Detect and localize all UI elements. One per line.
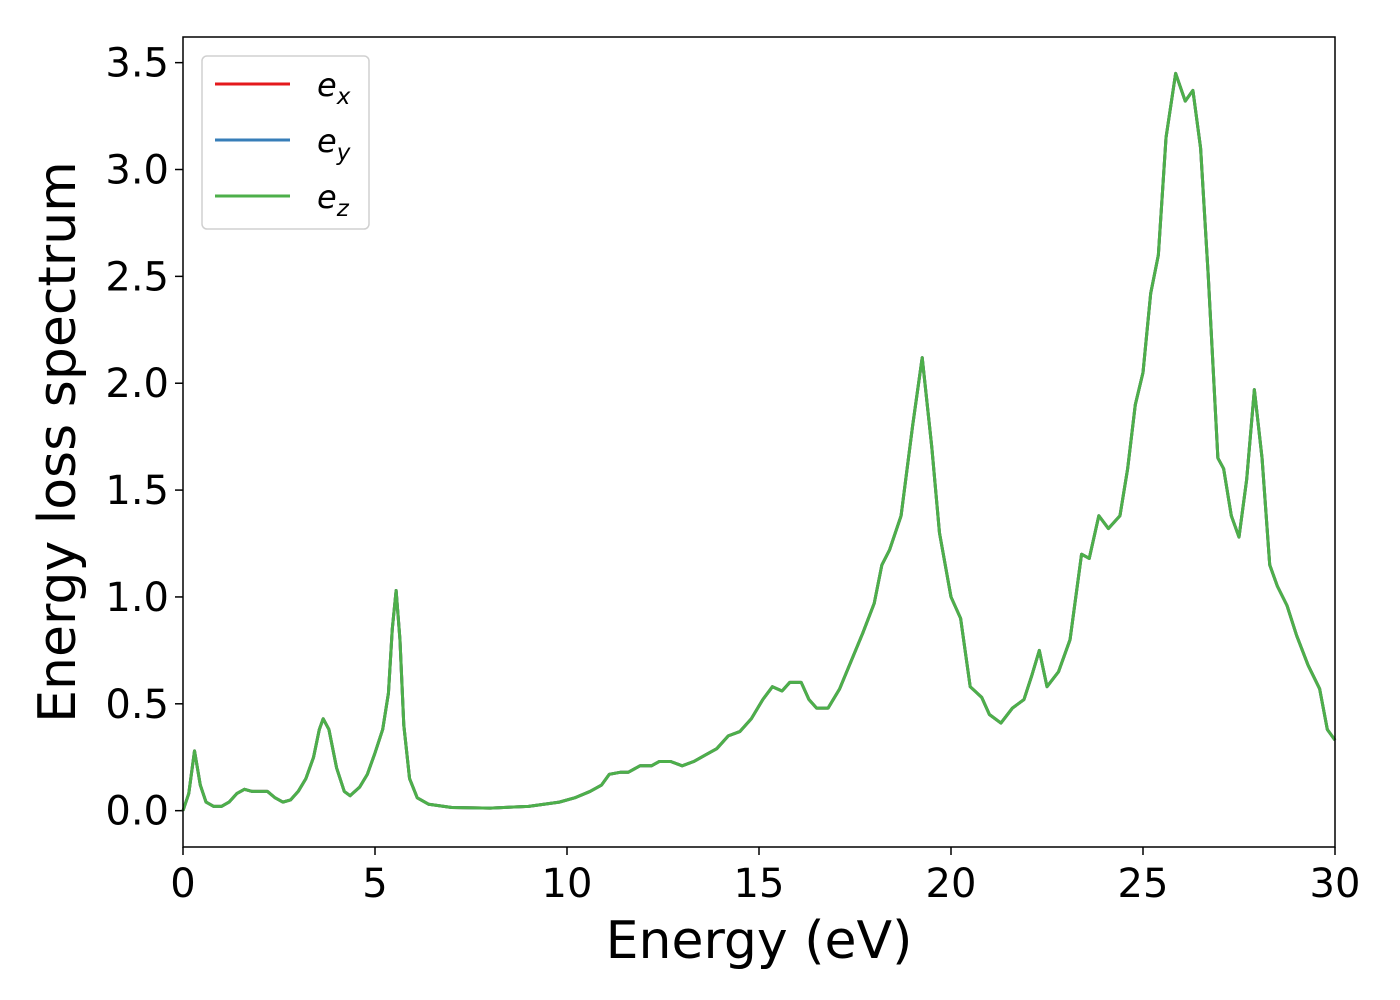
x-tick-label: 10 <box>542 861 593 907</box>
x-tick-label: 30 <box>1310 861 1361 907</box>
y-tick-label: 3.5 <box>105 41 169 87</box>
plot-frame <box>182 36 1336 848</box>
x-tick-label: 5 <box>362 861 387 907</box>
y-tick-label: 2.0 <box>105 361 169 407</box>
legend-label: ez <box>317 178 350 222</box>
x-tick-label: 20 <box>926 861 977 907</box>
legend-label: ex <box>317 66 351 110</box>
y-tick-label: 2.5 <box>105 254 169 300</box>
legend-box <box>201 55 370 230</box>
y-tick-label: 1.5 <box>105 468 169 514</box>
legend-label: ey <box>317 122 351 166</box>
x-tick-label: 0 <box>170 861 195 907</box>
y-tick-label: 0.0 <box>105 789 169 835</box>
y-tick-label: 3.0 <box>105 148 169 194</box>
y-axis-label: Energy loss spectrum <box>28 161 88 723</box>
series-line <box>181 71 1337 812</box>
x-tick-label: 15 <box>734 861 785 907</box>
y-tick-label: 1.0 <box>105 575 169 621</box>
y-tick-label: 0.5 <box>105 682 169 728</box>
x-tick-label: 25 <box>1118 861 1169 907</box>
x-axis-label: Energy (eV) <box>606 911 913 971</box>
